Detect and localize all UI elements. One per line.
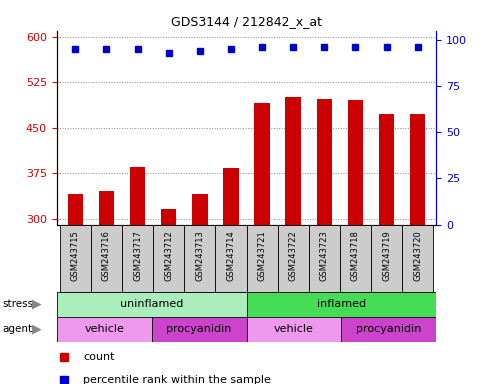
Text: count: count [83, 352, 115, 362]
Bar [57, 317, 152, 342]
Text: GSM243718: GSM243718 [351, 230, 360, 281]
Bar [317, 99, 332, 225]
Text: GSM243714: GSM243714 [226, 230, 236, 281]
Bar [278, 225, 309, 292]
Text: GSM243723: GSM243723 [320, 230, 329, 281]
Bar [57, 292, 246, 317]
Text: ▶: ▶ [32, 323, 42, 336]
Bar [379, 114, 394, 225]
Text: percentile rank within the sample: percentile rank within the sample [83, 375, 271, 384]
Text: agent: agent [2, 324, 33, 334]
Bar [285, 98, 301, 225]
Bar [215, 225, 246, 292]
Bar [371, 225, 402, 292]
Text: GSM243713: GSM243713 [195, 230, 204, 281]
Text: GSM243712: GSM243712 [164, 230, 173, 281]
Bar [153, 225, 184, 292]
Bar [254, 103, 270, 225]
Text: GSM243721: GSM243721 [257, 230, 267, 281]
Bar [152, 317, 246, 342]
Text: GSM243716: GSM243716 [102, 230, 111, 281]
Text: GSM243717: GSM243717 [133, 230, 142, 281]
Text: inflamed: inflamed [317, 299, 366, 310]
Bar [122, 225, 153, 292]
Text: GSM243722: GSM243722 [289, 230, 298, 281]
Bar [99, 191, 114, 225]
Bar [223, 168, 239, 225]
Bar [340, 225, 371, 292]
Text: GSM243720: GSM243720 [413, 230, 422, 281]
Text: procyanidin: procyanidin [356, 324, 422, 334]
Text: vehicle: vehicle [274, 324, 314, 334]
Bar [410, 114, 425, 225]
Bar [246, 292, 436, 317]
Bar [68, 194, 83, 225]
Bar [192, 194, 208, 225]
Bar [402, 225, 433, 292]
Text: procyanidin: procyanidin [166, 324, 232, 334]
Text: stress: stress [2, 299, 34, 310]
Bar [184, 225, 215, 292]
Bar [341, 317, 436, 342]
Bar [60, 225, 91, 292]
Text: GSM243715: GSM243715 [71, 230, 80, 281]
Bar [246, 317, 341, 342]
Bar [246, 225, 278, 292]
Bar [161, 210, 176, 225]
Text: uninflamed: uninflamed [120, 299, 183, 310]
Text: GSM243719: GSM243719 [382, 230, 391, 281]
Title: GDS3144 / 212842_x_at: GDS3144 / 212842_x_at [171, 15, 322, 28]
Bar [309, 225, 340, 292]
Bar [91, 225, 122, 292]
Bar [348, 100, 363, 225]
Text: vehicle: vehicle [84, 324, 124, 334]
Text: ▶: ▶ [32, 298, 42, 311]
Bar [130, 167, 145, 225]
